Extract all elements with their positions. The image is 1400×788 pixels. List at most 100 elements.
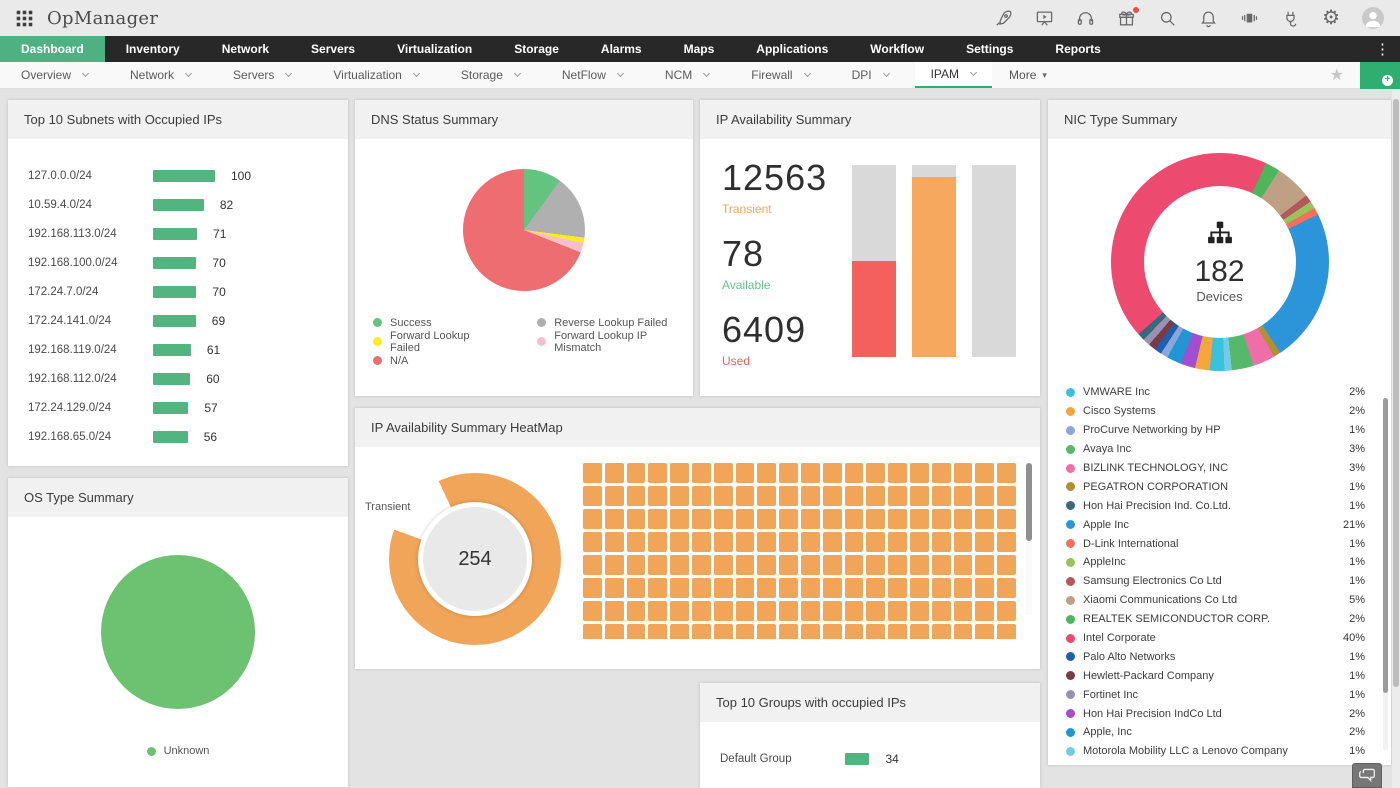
heatmap-cell[interactable]	[713, 486, 733, 506]
heatmap-cell[interactable]	[931, 555, 951, 575]
heatmap-cell[interactable]	[844, 486, 864, 506]
heatmap-cell[interactable]	[583, 532, 602, 552]
mainnav-item-dashboard[interactable]: Dashboard	[0, 36, 105, 62]
heatmap-cell[interactable]	[866, 509, 886, 529]
heatmap-cell[interactable]	[866, 624, 886, 639]
heatmap-cell[interactable]	[822, 624, 842, 639]
bar[interactable]	[153, 169, 215, 182]
mainnav-item-reports[interactable]: Reports	[1055, 42, 1101, 56]
heatmap-cell[interactable]	[822, 486, 842, 506]
heatmap-cell[interactable]	[757, 601, 777, 621]
heatmap-cell[interactable]	[801, 624, 820, 639]
heatmap-cell[interactable]	[757, 509, 777, 529]
heatmap-cell[interactable]	[953, 532, 973, 552]
heatmap-cell[interactable]	[692, 578, 711, 598]
heatmap-cell[interactable]	[735, 624, 755, 639]
heatmap-cell[interactable]	[779, 601, 799, 621]
heatmap-cell[interactable]	[997, 486, 1017, 506]
nic-legend-item[interactable]: Hewlett-Packard Company 1%	[1066, 666, 1365, 685]
gear-icon[interactable]: ⚙	[1322, 6, 1340, 29]
headset-icon[interactable]	[1076, 9, 1095, 28]
heatmap-cell[interactable]	[997, 624, 1017, 639]
heatmap-cell[interactable]	[888, 578, 908, 598]
nic-legend-item[interactable]: Xiaomi Communications Co Ltd 5%	[1066, 591, 1365, 610]
heatmap-cell[interactable]	[888, 532, 908, 552]
heatmap-cell[interactable]	[713, 555, 733, 575]
heatmap-cell[interactable]	[648, 463, 668, 483]
heatmap-cell[interactable]	[648, 486, 668, 506]
heatmap-cell[interactable]	[888, 624, 908, 639]
heatmap-cell[interactable]	[801, 509, 820, 529]
gift-icon[interactable]	[1117, 6, 1140, 28]
heatmap-cell[interactable]	[801, 532, 820, 552]
heatmap-cell[interactable]	[713, 624, 733, 639]
heatmap-cell[interactable]	[779, 509, 799, 529]
heatmap-cell[interactable]	[822, 601, 842, 621]
heatmap-cell[interactable]	[888, 555, 908, 575]
heatmap-cell[interactable]	[692, 555, 711, 575]
heatmap-cell[interactable]	[844, 463, 864, 483]
heatmap-cell[interactable]	[953, 486, 973, 506]
heatmap-cell[interactable]	[975, 486, 995, 506]
heatmap-cell[interactable]	[648, 624, 668, 639]
heatmap-cell[interactable]	[953, 624, 973, 639]
legend-item[interactable]: Forward Lookup Failed	[373, 330, 499, 354]
subnav-more[interactable]: More ▾	[997, 62, 1059, 88]
chat-button[interactable]	[1352, 763, 1382, 788]
os-pie[interactable]	[101, 555, 255, 709]
heatmap-cell[interactable]	[626, 555, 646, 575]
bar[interactable]	[153, 256, 197, 269]
mainnav-item-alarms[interactable]: Alarms	[600, 42, 642, 56]
heatmap-cell[interactable]	[779, 486, 799, 506]
heatmap-cell[interactable]	[910, 463, 929, 483]
rocket-icon[interactable]	[994, 9, 1013, 28]
heatmap-cell[interactable]	[801, 463, 820, 483]
dns-pie[interactable]	[463, 169, 585, 291]
heatmap-cell[interactable]	[583, 624, 602, 639]
heatmap-cell[interactable]	[931, 601, 951, 621]
mainnav-item-workflow[interactable]: Workflow	[870, 42, 925, 56]
heatmap-cell[interactable]	[648, 601, 668, 621]
heatmap-cell[interactable]	[801, 555, 820, 575]
nic-legend-item[interactable]: Cisco Systems 2%	[1066, 402, 1365, 421]
heatmap-cell[interactable]	[801, 486, 820, 506]
subnav-item-servers[interactable]: Servers	[217, 62, 307, 88]
nic-legend-scrollbar[interactable]	[1383, 398, 1388, 750]
heatmap-cell[interactable]	[757, 555, 777, 575]
heatmap-cell[interactable]	[670, 486, 689, 506]
heatmap-cell[interactable]	[757, 532, 777, 552]
bell-icon[interactable]	[1199, 9, 1218, 28]
heatmap-cell[interactable]	[822, 509, 842, 529]
heatmap-cell[interactable]	[648, 555, 668, 575]
heatmap-cell[interactable]	[604, 624, 624, 639]
heatmap-cell[interactable]	[997, 509, 1017, 529]
heatmap-cell[interactable]	[997, 578, 1017, 598]
heatmap-cell[interactable]	[779, 624, 799, 639]
heatmap-cell[interactable]	[931, 463, 951, 483]
heatmap-cell[interactable]	[583, 601, 602, 621]
heatmap-cell[interactable]	[888, 486, 908, 506]
video-wall-icon[interactable]	[1240, 9, 1259, 28]
mainnav-item-maps[interactable]: Maps	[683, 42, 715, 56]
heatmap-cell[interactable]	[670, 555, 689, 575]
nic-legend-item[interactable]: ProCurve Networking by HP 1%	[1066, 421, 1365, 440]
mainnav-item-settings[interactable]: Settings	[966, 42, 1014, 56]
heatmap-cell[interactable]	[735, 486, 755, 506]
mainnav-item-storage[interactable]: Storage	[514, 42, 559, 56]
heatmap-cell[interactable]	[713, 509, 733, 529]
plug-icon[interactable]	[1281, 9, 1300, 28]
heatmap-cell[interactable]	[604, 578, 624, 598]
bar[interactable]	[153, 401, 189, 414]
heatmap-cell[interactable]	[953, 463, 973, 483]
add-dashboard-button[interactable]: +	[1360, 61, 1400, 89]
heatmap-cell[interactable]	[735, 463, 755, 483]
heatmap-cell[interactable]	[975, 555, 995, 575]
mainnav-item-servers[interactable]: Servers	[311, 42, 356, 56]
heatmap-cell[interactable]	[626, 624, 646, 639]
heatmap-cell[interactable]	[670, 578, 689, 598]
nic-legend-item[interactable]: Intel Corporate 40%	[1066, 629, 1365, 648]
heatmap-cell[interactable]	[626, 509, 646, 529]
heatmap-cell[interactable]	[866, 601, 886, 621]
heatmap-cell[interactable]	[888, 463, 908, 483]
heatmap-cell[interactable]	[931, 509, 951, 529]
